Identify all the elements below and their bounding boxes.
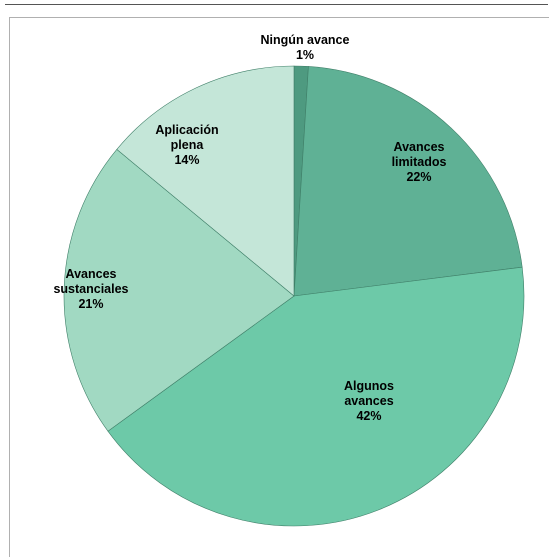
slice-label-line: plena xyxy=(171,138,205,152)
pie-labels: Ningún avance 1%Avances limitados 22%Alguno… xyxy=(53,33,446,423)
chart-frame xyxy=(9,17,549,557)
slice-label-4: Avances sustanciales 21% xyxy=(53,267,128,311)
slice-percent: 22% xyxy=(406,170,431,184)
slice-label-line: Avances xyxy=(66,267,117,281)
slice-label-5: Aplicación plena 14% xyxy=(155,123,218,167)
slice-label-line: Aplicación xyxy=(155,123,218,137)
top-rule xyxy=(5,4,548,5)
slice-label-1: Ningún avance 1% xyxy=(261,33,350,62)
slice-percent: 21% xyxy=(78,297,103,311)
pie-slice-4 xyxy=(63,148,295,432)
slice-percent: 42% xyxy=(356,409,381,423)
slice-percent: 1% xyxy=(296,48,314,62)
pie-slice-3 xyxy=(107,266,525,527)
slice-label-line: Algunos xyxy=(344,379,394,393)
slice-label-line: Ningún avance xyxy=(261,33,350,47)
slice-label-2: Avances limitados 22% xyxy=(392,140,447,184)
slice-label-line: sustanciales xyxy=(53,282,128,296)
pie-slices xyxy=(63,65,525,527)
slice-label-line: avances xyxy=(344,394,393,408)
slice-percent: 14% xyxy=(174,153,199,167)
pie-slice-5 xyxy=(116,65,295,297)
slice-label-line: Avances xyxy=(394,140,445,154)
slice-label-3: Algunos avances 42% xyxy=(344,379,394,423)
pie-slice-2 xyxy=(293,66,523,297)
slice-label-line: limitados xyxy=(392,155,447,169)
pie-chart: Ningún avance 1%Avances limitados 22%Alguno… xyxy=(53,33,525,527)
